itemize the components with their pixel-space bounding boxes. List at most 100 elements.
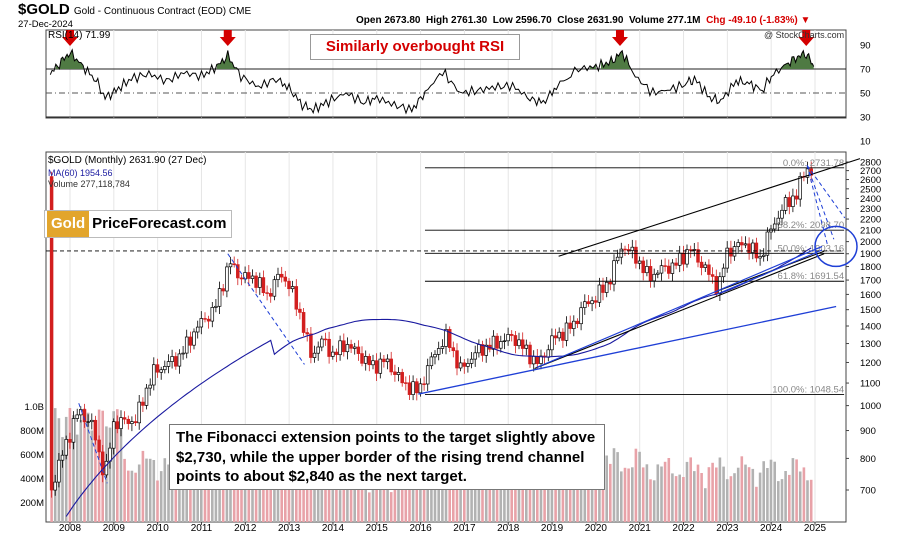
candle-body [283,276,288,282]
down-arrow-icon [219,30,236,46]
candle-body [276,273,280,280]
logo-text: PriceForecast.com [92,215,227,232]
candle-body [272,279,277,297]
volume-bar [503,470,506,522]
volume-bar [309,468,313,522]
price-tick-label: 900 [860,426,876,437]
volume-tick-label: 400M [20,474,44,485]
volume-bar [119,422,123,522]
candle-body [455,350,459,369]
candle-body [634,246,638,264]
volume-bar [762,461,765,522]
ma-line [65,247,812,517]
volume-bar [152,460,156,522]
axes: 2008 2009 2010 2011 2012 2013 2014 2015 2016 2017… [20,41,881,534]
volume-bar [295,470,298,522]
volume-bar [788,474,791,522]
candle-body [163,366,167,371]
candle-body [331,351,335,357]
volume-bar [338,490,342,522]
rsi-overbought-fill [601,50,631,69]
volume-bar [349,475,353,522]
down-arrow-icon: ▼ [800,15,811,26]
candle-body [674,262,678,266]
volume-bar [484,463,488,522]
candle-body [736,242,740,247]
fib-level-label: 0.0%: 2731.78 [783,158,844,169]
candle-body [703,264,708,268]
candle-body [367,356,372,366]
down-arrow-icon [798,30,815,46]
volume-bar [802,467,806,522]
volume-value: Volume 277.1M [628,15,701,26]
volume-bar [368,492,371,522]
candle-body [546,349,551,358]
candle-body [265,292,269,294]
volume-bar [525,482,528,522]
volume-bar [75,434,79,522]
volume-bar [287,477,291,522]
volume-bar [379,480,382,522]
volume-bar [127,470,130,522]
volume-bar [572,476,576,522]
volume-bar [229,465,232,522]
volume-bar [273,469,276,522]
price-tick-label: 1400 [860,322,881,333]
volume-bar [265,468,269,522]
candle-body [677,252,682,266]
price-tick-label: 1200 [860,358,881,369]
x-tick-label: 2016 [409,523,432,534]
volume-bar [357,485,360,522]
volume-bar [715,467,718,522]
volume-tick-label: 200M [20,498,44,509]
candle-body [780,209,784,219]
volume-bar [284,480,287,522]
volume-bar [685,461,689,522]
volume-bar [269,462,272,522]
candle-body [524,344,529,349]
candle-body [374,360,379,374]
candle-body [458,362,463,369]
candle-body [528,344,532,365]
candle-body [597,284,602,303]
volume-bar [123,458,126,522]
candle-body [568,322,572,329]
volume-bar [324,466,327,522]
candle-body [718,276,722,295]
candle-body [301,312,306,333]
candle-body [747,243,751,254]
brand-logo: Gold PriceForecast.com [44,210,232,238]
candle-body [561,331,565,341]
volume-bar [693,471,696,522]
candle-body [626,249,631,251]
volume-bar [459,461,462,522]
candle-body [491,335,496,350]
candle-body [447,329,452,348]
fib-level-label: 50.0%: 1903.16 [778,243,845,254]
candle-body [305,332,309,335]
candle-body [418,383,423,394]
candle-body [294,286,299,310]
volume-bar [262,489,265,522]
candle-body [298,308,302,313]
candle-body [663,265,667,267]
x-tick-label: 2012 [234,523,257,534]
volume-bar [400,464,404,522]
candle-body [239,277,244,280]
annotation-note: The Fibonacci extension points to the ta… [169,424,605,490]
volume-bar [178,474,181,522]
candle-body [743,243,748,246]
candle-body [279,273,284,278]
projection-dashed-line [227,253,305,365]
volume-bar [342,483,346,522]
volume-bar [305,468,309,522]
candle-body [334,351,339,355]
candle-body [732,246,737,257]
candle-body [53,481,57,491]
candle-body [794,195,799,200]
candle-body [583,301,587,308]
rsi-tick-label: 50 [860,89,871,100]
volume-bar [214,459,218,522]
candle-body [100,451,105,476]
candle-body [685,249,689,265]
